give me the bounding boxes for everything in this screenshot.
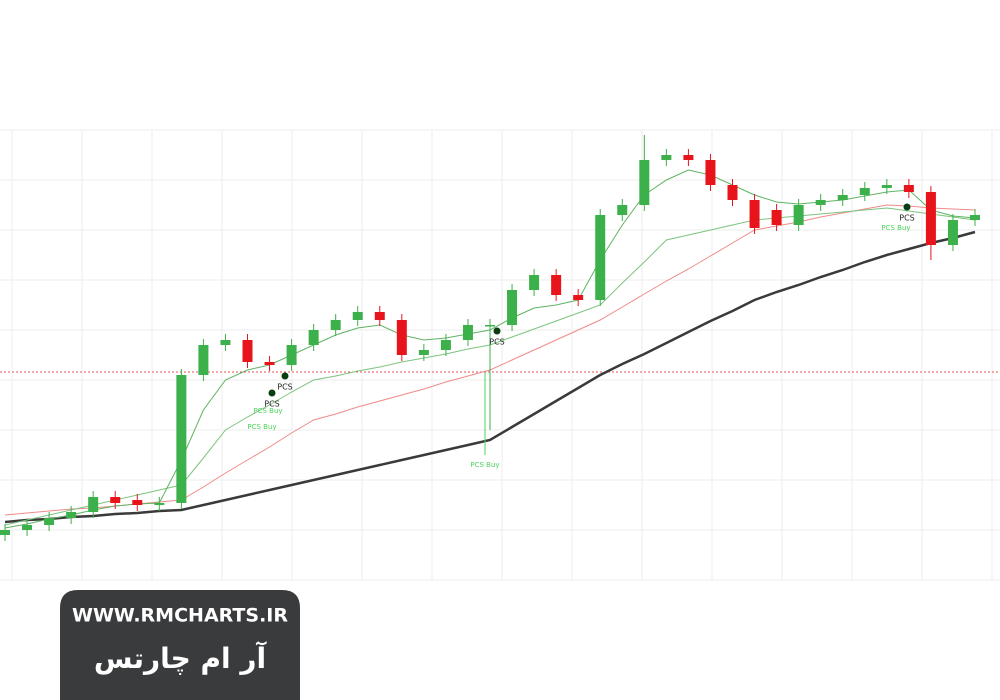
annotation: PCS Buy [470, 461, 499, 469]
signal-dot [903, 203, 911, 211]
candle-body [507, 290, 518, 325]
candle-body [529, 275, 540, 290]
candle-body [66, 512, 77, 518]
signal-dot [268, 389, 276, 397]
candle-body [485, 325, 495, 327]
candle-body [573, 295, 584, 300]
candle-body [176, 375, 187, 503]
candle-body [308, 330, 319, 345]
candle-body [749, 200, 760, 228]
candle-body [793, 205, 804, 225]
candle-body [198, 345, 209, 375]
candle-body [110, 497, 121, 503]
candle-body [727, 185, 738, 200]
candle-body [396, 320, 407, 355]
candle-body [88, 497, 99, 512]
candle-body [837, 195, 848, 200]
candle-body [970, 215, 980, 220]
candle-body [418, 350, 429, 355]
annotation: PCS [489, 338, 505, 347]
signal-dot [493, 327, 501, 335]
candle-body [551, 275, 562, 295]
candle-body [374, 312, 385, 320]
candle-body [154, 503, 165, 505]
candle-body [881, 185, 892, 188]
ma-line [4, 230, 976, 524]
candle-body [0, 530, 10, 535]
signal-dot [281, 372, 289, 380]
candle-body [440, 340, 451, 350]
candle-body [264, 362, 275, 365]
candle-body [462, 325, 473, 340]
annotation: PCS [277, 383, 293, 392]
candle-body [683, 155, 694, 160]
annotation: PCS Buy [253, 407, 282, 415]
candle-body [771, 210, 782, 225]
annotation: PCS [899, 214, 915, 223]
candle-body [595, 215, 606, 300]
candle-body [22, 525, 33, 530]
candle-body [661, 155, 672, 160]
candle-body [330, 320, 341, 330]
candle-body [903, 185, 914, 192]
watermark-name: آر ام چارتس [94, 641, 268, 675]
candle-body [242, 340, 253, 362]
watermark-box [60, 590, 300, 700]
candle-body [925, 192, 936, 245]
candle-body [815, 200, 826, 205]
candle-body [639, 160, 650, 205]
candle-body [44, 518, 55, 525]
candle-body [286, 345, 297, 365]
annotation: PCS Buy [247, 423, 276, 431]
annotation: PCS [264, 400, 280, 409]
watermark-url: WWW.RMCHARTS.IR [72, 605, 288, 627]
candle-body [859, 188, 870, 195]
candle-body [132, 500, 143, 505]
candle-body [617, 205, 628, 215]
candle-body [220, 340, 231, 345]
candle-body [352, 312, 363, 320]
annotation: PCS Buy [881, 224, 910, 232]
candle-body [947, 220, 958, 245]
candle-body [705, 160, 716, 185]
